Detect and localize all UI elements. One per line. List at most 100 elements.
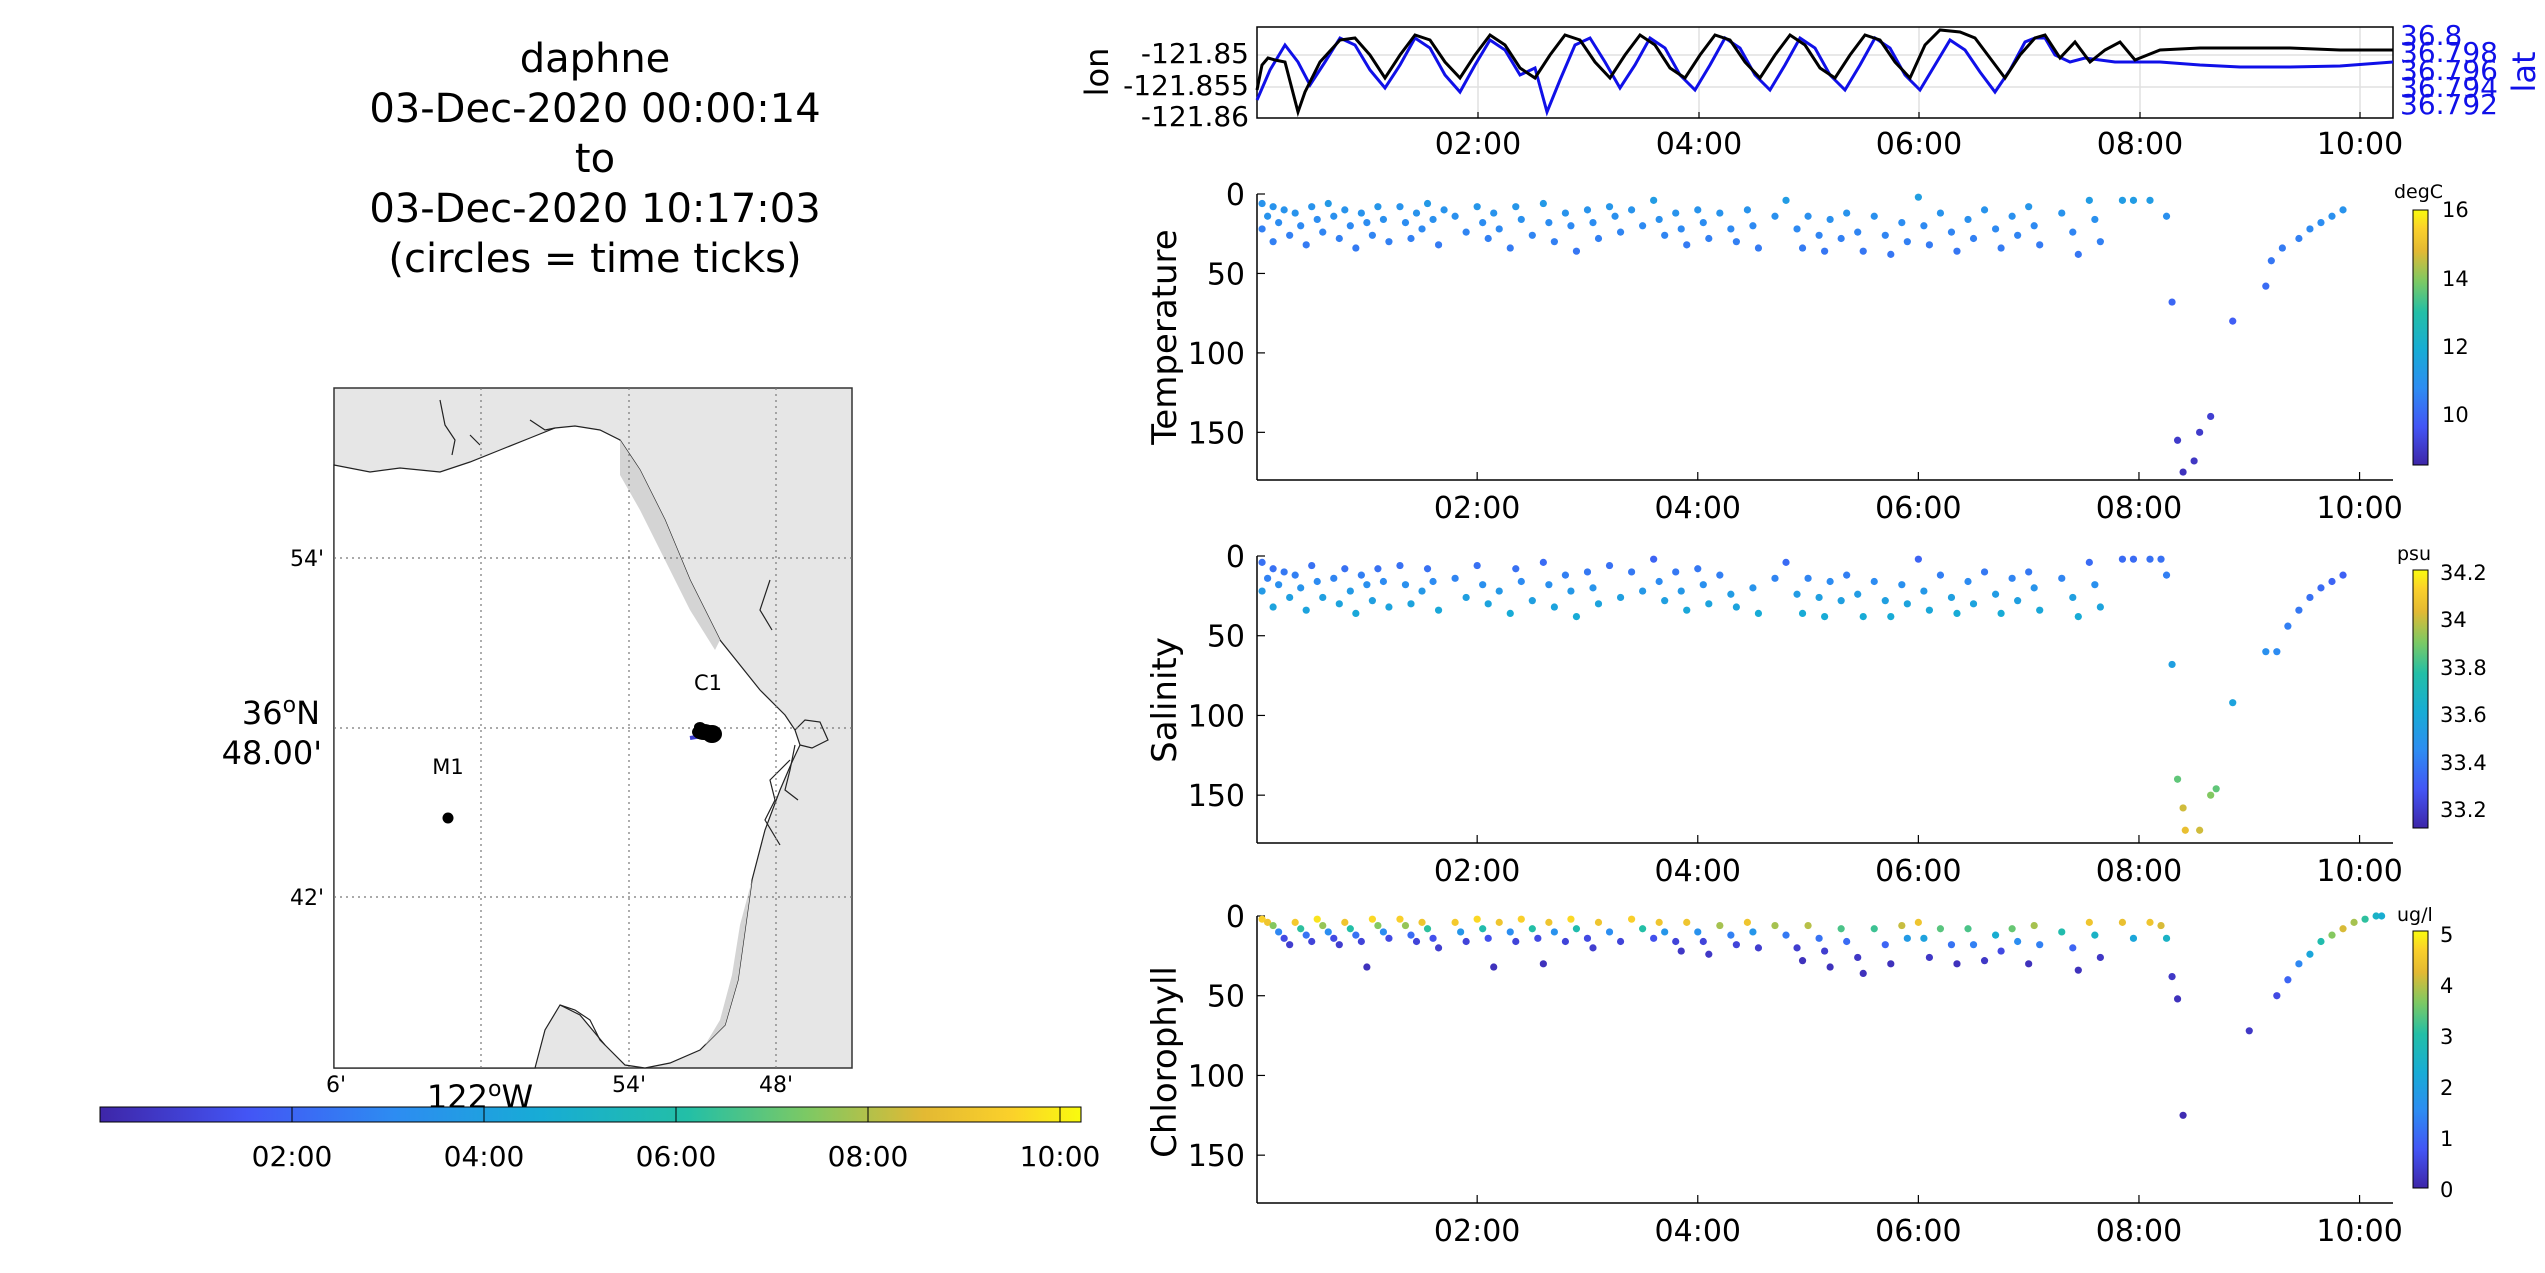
salinity-colorbar-tick: 33.2 bbox=[2440, 798, 2487, 822]
temperature-point bbox=[1694, 206, 1702, 214]
chlorophyll-point bbox=[1782, 931, 1790, 939]
lat-axis-label: lat bbox=[2505, 51, 2543, 92]
temperature-point bbox=[1490, 209, 1498, 217]
chlorophyll-y-tick-label: 50 bbox=[1207, 980, 1245, 1015]
lonlat-x-tick: 02:00 bbox=[1435, 127, 1521, 162]
chlorophyll-point bbox=[1484, 934, 1492, 942]
salinity-point bbox=[1583, 568, 1592, 576]
chlorophyll-point bbox=[1429, 934, 1437, 942]
temperature-point bbox=[1843, 209, 1851, 217]
chlorophyll-point bbox=[1407, 931, 1415, 939]
lonlat-x-tick: 10:00 bbox=[2317, 127, 2403, 162]
salinity-panel: Salinity 0 50 100 150 02:00 04:00 06:00 08:00 10… bbox=[1145, 540, 2487, 889]
temperature-point bbox=[2069, 228, 2077, 236]
chlorophyll-point bbox=[2074, 966, 2082, 974]
temperature-point bbox=[1517, 215, 1525, 224]
chlorophyll-point bbox=[1506, 928, 1514, 936]
temperature-point bbox=[2196, 428, 2204, 436]
temperature-point bbox=[1859, 247, 1867, 255]
temperature-point bbox=[2168, 298, 2176, 306]
salinity-point bbox=[1898, 581, 1906, 589]
chlorophyll-point bbox=[1567, 915, 1575, 923]
chlorophyll-point bbox=[2284, 976, 2292, 984]
chlorophyll-point bbox=[1263, 918, 1272, 926]
chlorophyll-colorbar-tick: 4 bbox=[2440, 974, 2453, 998]
chlorophyll-point bbox=[2157, 921, 2165, 930]
temperature-point bbox=[1947, 228, 1956, 236]
chlorophyll-point bbox=[2008, 925, 2016, 933]
temperature-point bbox=[1749, 222, 1757, 230]
temperature-point bbox=[1330, 212, 1338, 220]
salinity-point bbox=[1429, 577, 1437, 586]
chlorophyll-point bbox=[1457, 928, 1465, 936]
map-lat-center-label: 36oN bbox=[242, 693, 320, 732]
temperature-point bbox=[1782, 196, 1790, 204]
temperature-point bbox=[1997, 244, 2005, 252]
chlorophyll-colorbar-tick: 0 bbox=[2440, 1178, 2453, 1202]
chlorophyll-point bbox=[1572, 925, 1581, 933]
salinity-point bbox=[1694, 565, 1702, 573]
temperature-point bbox=[1462, 228, 1470, 236]
temperature-point bbox=[1302, 241, 1310, 249]
chlorophyll-point bbox=[1903, 934, 1911, 942]
chlorophyll-y-tick-label: 150 bbox=[1188, 1139, 1245, 1174]
salinity-colorbar-tick: 33.4 bbox=[2440, 751, 2487, 775]
chlorophyll-point bbox=[1887, 960, 1895, 968]
title-line-to: to bbox=[574, 136, 616, 182]
salinity-point bbox=[2173, 775, 2182, 783]
salinity-y-tick-label: 0 bbox=[1226, 540, 1245, 575]
temperature-axis-label: Temperature bbox=[1145, 229, 1185, 445]
temperature-point bbox=[2118, 196, 2127, 204]
salinity-point bbox=[1335, 600, 1343, 608]
salinity-point bbox=[2008, 574, 2016, 582]
chlorophyll-point bbox=[1352, 931, 1360, 939]
chlorophyll-point bbox=[1379, 928, 1388, 936]
temperature-point bbox=[2014, 231, 2022, 239]
salinity-point bbox=[2096, 603, 2104, 611]
salinity-point bbox=[2091, 581, 2099, 589]
salinity-point bbox=[2295, 606, 2303, 614]
time-colorbar-gradient bbox=[99, 1106, 1082, 1123]
temperature-point bbox=[1793, 225, 1801, 233]
temperature-point bbox=[1936, 209, 1945, 217]
salinity-point bbox=[1683, 606, 1691, 614]
temperature-y-tick-label: 0 bbox=[1226, 178, 1245, 213]
temperature-point bbox=[1661, 231, 1669, 239]
temperature-point bbox=[1589, 219, 1597, 227]
salinity-point bbox=[1881, 597, 1889, 605]
chlorophyll-point bbox=[2306, 950, 2314, 958]
chlorophyll-point bbox=[1870, 925, 1878, 933]
salinity-point bbox=[1650, 555, 1658, 563]
salinity-x-tick-label: 06:00 bbox=[1875, 854, 1961, 889]
series-lon-line bbox=[1255, 28, 2393, 118]
lon-y-tick: -121.86 bbox=[1141, 100, 1249, 133]
chlorophyll-colorbar-tick: 1 bbox=[2440, 1127, 2453, 1151]
lon-y-tick: -121.85 bbox=[1141, 37, 1249, 70]
temperature-point bbox=[1572, 247, 1581, 255]
salinity-colorbar-tick: 34 bbox=[2440, 608, 2467, 632]
salinity-point bbox=[1479, 581, 1487, 589]
chlorophyll-point bbox=[1473, 915, 1481, 923]
chlorophyll-point bbox=[1798, 957, 1807, 965]
temperature-point bbox=[1650, 196, 1658, 204]
temperature-point bbox=[1352, 244, 1360, 252]
temperature-point bbox=[1771, 212, 1779, 220]
salinity-point bbox=[2262, 648, 2270, 656]
chlorophyll-point bbox=[1743, 918, 1752, 926]
temperature-point bbox=[1903, 238, 1911, 246]
salinity-point bbox=[1280, 568, 1288, 576]
temperature-points bbox=[1258, 193, 2347, 476]
temperature-point bbox=[2162, 212, 2171, 220]
salinity-point bbox=[1341, 565, 1349, 573]
chlorophyll-point bbox=[1434, 944, 1443, 952]
salinity-point bbox=[1749, 584, 1757, 592]
title-line-end: 03-Dec-2020 10:17:03 bbox=[369, 186, 821, 232]
chlorophyll-point bbox=[1694, 928, 1702, 936]
chlorophyll-point bbox=[2245, 1027, 2253, 1035]
chlorophyll-point bbox=[1969, 941, 1978, 949]
chlorophyll-point bbox=[1517, 915, 1525, 923]
temperature-x-tick-label: 02:00 bbox=[1434, 491, 1520, 526]
salinity-point bbox=[1677, 587, 1685, 595]
map-lon-tick-6: 6' bbox=[326, 1073, 346, 1098]
chlorophyll-point bbox=[1539, 960, 1547, 968]
